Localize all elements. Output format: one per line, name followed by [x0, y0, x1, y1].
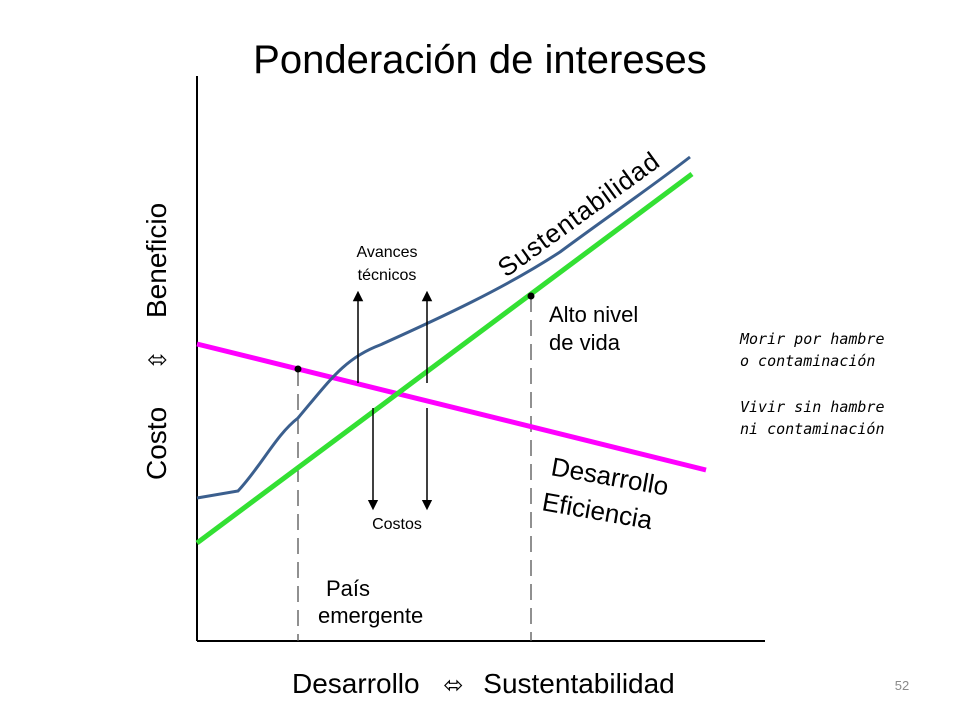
costos-label: Costos	[372, 516, 422, 533]
note-vivir-line1: Vivir sin hambre	[740, 398, 885, 416]
y-axis-beneficio: Beneficio	[141, 203, 172, 318]
alto-nivel-label-line1: Alto nivel	[549, 302, 638, 327]
y-axis-costo: Costo	[141, 407, 172, 480]
note-morir-line1: Morir por hambre	[739, 330, 885, 348]
note-vivir-line2: ni contaminación	[740, 420, 885, 438]
page-number: 52	[894, 678, 910, 693]
slide-title: Ponderación de intereses	[253, 38, 707, 82]
alto-nivel-point	[527, 292, 535, 300]
avances-label-line2: técnicos	[358, 267, 417, 284]
x-axis-desarrollo: Desarrollo	[292, 668, 420, 699]
pais-emergente-label-line1: País	[326, 576, 370, 601]
desarrollo-eficiencia-line	[196, 341, 707, 473]
note-morir-line2: o contaminación	[740, 352, 875, 370]
x-axis-sustentabilidad: Sustentabilidad	[483, 668, 675, 699]
pais-emergente-point	[294, 365, 302, 373]
sustentabilidad-curve	[196, 155, 691, 500]
y-axis-symbol-icon: ⇳	[145, 350, 172, 370]
avances-label-line1: Avances	[356, 244, 417, 261]
x-axis-symbol-icon: ⬄	[443, 672, 464, 699]
x-axis-label: Desarrollo ⬄ Sustentabilidad	[292, 668, 675, 700]
pais-emergente-label-line2: emergente	[318, 603, 423, 628]
green-line	[195, 171, 694, 546]
y-axis-label: Costo ⇳ Beneficio	[141, 203, 172, 480]
alto-nivel-label-line2: de vida	[549, 330, 621, 355]
